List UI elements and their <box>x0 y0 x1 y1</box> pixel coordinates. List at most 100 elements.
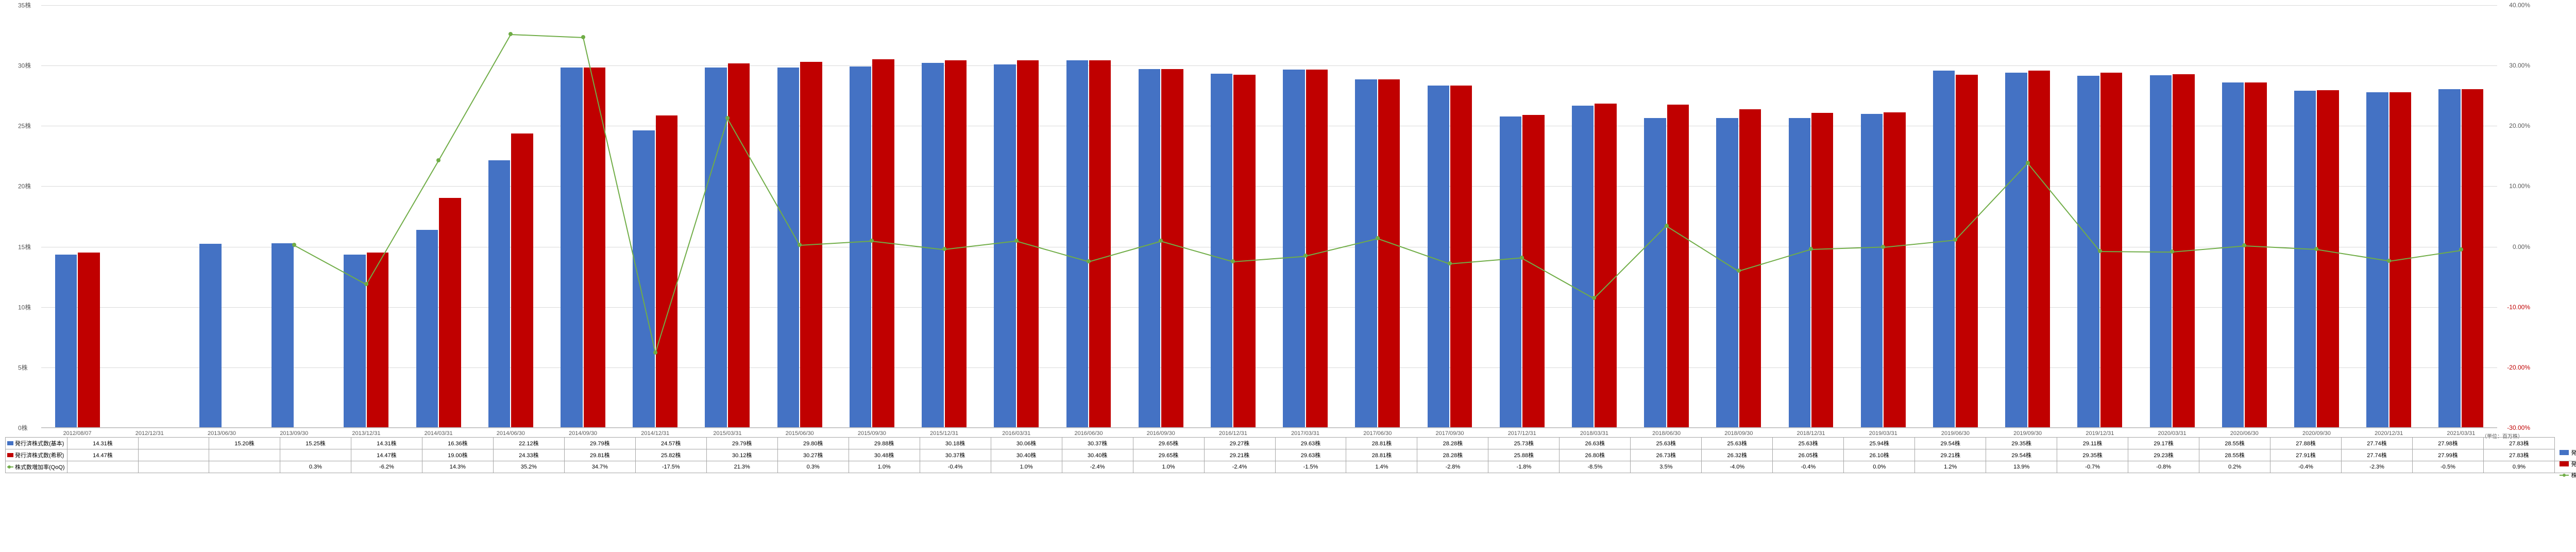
table-cell: 27.98株 <box>2413 438 2484 449</box>
bar-basic <box>1139 69 1160 427</box>
bar-basic <box>2005 73 2027 427</box>
table-row: 発行済株式数(希釈)14.47株14.47株19.00株24.33株29.81株… <box>6 449 2576 461</box>
x-tick: 2019/09/30 <box>2013 430 2042 437</box>
table-cell: 29.81株 <box>564 449 635 461</box>
bar-basic <box>1211 74 1232 427</box>
y-left-tick: 25株 <box>18 122 31 130</box>
table-cell: -0.8% <box>2128 461 2199 473</box>
table-cell: 27.99株 <box>2413 449 2484 461</box>
table-cell: 27.83株 <box>2483 438 2554 449</box>
bar-basic <box>199 244 221 427</box>
bar-basic <box>1500 116 1521 427</box>
table-cell: 28.55株 <box>2199 449 2270 461</box>
bar-basic <box>1283 70 1304 427</box>
bar-basic <box>344 255 365 427</box>
bar-diluted <box>1884 112 1905 427</box>
bar-basic <box>1789 118 1810 427</box>
bar-diluted <box>439 198 461 427</box>
bar-basic <box>850 66 871 427</box>
table-cell: 27.74株 <box>2342 438 2413 449</box>
table-cell: 13.9% <box>1986 461 2057 473</box>
x-tick: 2016/09/30 <box>1147 430 1175 437</box>
x-tick: 2016/03/31 <box>1002 430 1030 437</box>
table-cell: 3.5% <box>1631 461 1702 473</box>
table-cell: 26.05株 <box>1773 449 1844 461</box>
table-cell: 27.83株 <box>2483 449 2554 461</box>
legend: 発行済株式数(基本)発行済株式数(希釈)株式数増加率(QoQ) <box>2560 448 2576 482</box>
chart-container: 0株5株10株15株20株25株30株35株-30.00%-20.00%-10.… <box>0 0 2576 552</box>
legend-item: 発行済株式数(希釈) <box>2560 460 2576 468</box>
bar-basic <box>2222 82 2244 427</box>
y-right-tick: -20.00% <box>2507 364 2530 371</box>
table-cell: 30.40株 <box>991 449 1062 461</box>
legend-swatch <box>2560 450 2569 455</box>
bar-basic <box>1716 118 1738 427</box>
table-cell: 27.74株 <box>2342 449 2413 461</box>
legend-item: 発行済株式数(基本) <box>2560 448 2576 457</box>
x-tick: 2013/06/30 <box>208 430 236 437</box>
bar-basic <box>1861 114 1883 427</box>
table-cell <box>67 461 138 473</box>
y-right-tick: 10.00% <box>2509 182 2530 190</box>
bar-basic <box>561 68 582 427</box>
x-tick: 2021/03/31 <box>2447 430 2475 437</box>
x-tick: 2015/06/30 <box>786 430 814 437</box>
x-tick: 2019/12/31 <box>2086 430 2114 437</box>
table-row: 発行済株式数(基本)14.31株15.20株15.25株14.31株16.36株… <box>6 438 2576 449</box>
table-cell: 1.4% <box>1346 461 1417 473</box>
table-cell: 30.37株 <box>920 449 991 461</box>
x-tick: 2013/12/31 <box>352 430 380 437</box>
table-cell: 30.12株 <box>706 449 777 461</box>
bar-diluted <box>2462 89 2483 427</box>
table-cell: 15.20株 <box>209 438 280 449</box>
table-cell: 25.63株 <box>1702 438 1773 449</box>
x-tick: 2020/03/31 <box>2158 430 2187 437</box>
table-cell: 14.31株 <box>351 438 422 449</box>
table-cell: -0.4% <box>920 461 991 473</box>
gridline <box>41 65 2497 66</box>
table-cell: -2.4% <box>1062 461 1133 473</box>
x-tick: 2020/09/30 <box>2302 430 2331 437</box>
table-row: 株式数増加率(QoQ)0.3%-6.2%14.3%35.2%34.7%-17.5… <box>6 461 2576 473</box>
y-right-tick: 40.00% <box>2509 2 2530 9</box>
bar-basic <box>1644 118 1666 427</box>
table-cell: 25.63株 <box>1631 438 1702 449</box>
table-cell: 1.2% <box>1915 461 1986 473</box>
table-cell: -8.5% <box>1560 461 1631 473</box>
table-cell: 30.37株 <box>1062 438 1133 449</box>
bar-diluted <box>1450 86 1472 427</box>
x-tick: 2019/03/31 <box>1869 430 1897 437</box>
table-cell: 19.00株 <box>422 449 493 461</box>
table-cell: 0.3% <box>777 461 849 473</box>
bar-basic <box>922 63 943 427</box>
table-cell: 21.3% <box>706 461 777 473</box>
table-cell: 24.57株 <box>635 438 706 449</box>
x-tick: 2020/12/31 <box>2375 430 2403 437</box>
bar-basic <box>272 243 293 427</box>
bar-basic <box>1572 106 1594 427</box>
table-cell: 24.33株 <box>493 449 564 461</box>
table-cell: -4.0% <box>1702 461 1773 473</box>
table-cell <box>280 449 351 461</box>
x-tick: 2018/12/31 <box>1797 430 1825 437</box>
table-cell: 28.81株 <box>1346 449 1417 461</box>
bar-diluted <box>1306 70 1328 427</box>
table-cell: 25.94株 <box>1844 438 1915 449</box>
table-cell: 25.73株 <box>1488 438 1560 449</box>
bar-diluted <box>1089 60 1111 427</box>
row-header: 発行済株式数(基本) <box>6 438 67 449</box>
table-cell: 29.54株 <box>1986 449 2057 461</box>
y-right-tick: 0.00% <box>2513 243 2530 250</box>
bar-basic <box>2294 91 2316 427</box>
x-tick: 2015/03/31 <box>713 430 741 437</box>
table-cell: 1.0% <box>849 461 920 473</box>
bar-basic <box>777 68 799 427</box>
table-cell: 29.27株 <box>1204 438 1275 449</box>
bar-diluted <box>1378 79 1400 427</box>
x-tick: 2019/06/30 <box>1941 430 1970 437</box>
table-cell: -2.4% <box>1204 461 1275 473</box>
bar-diluted <box>2245 82 2266 427</box>
table-cell: 30.18株 <box>920 438 991 449</box>
table-cell: 26.73株 <box>1631 449 1702 461</box>
bar-basic <box>1933 71 1955 427</box>
